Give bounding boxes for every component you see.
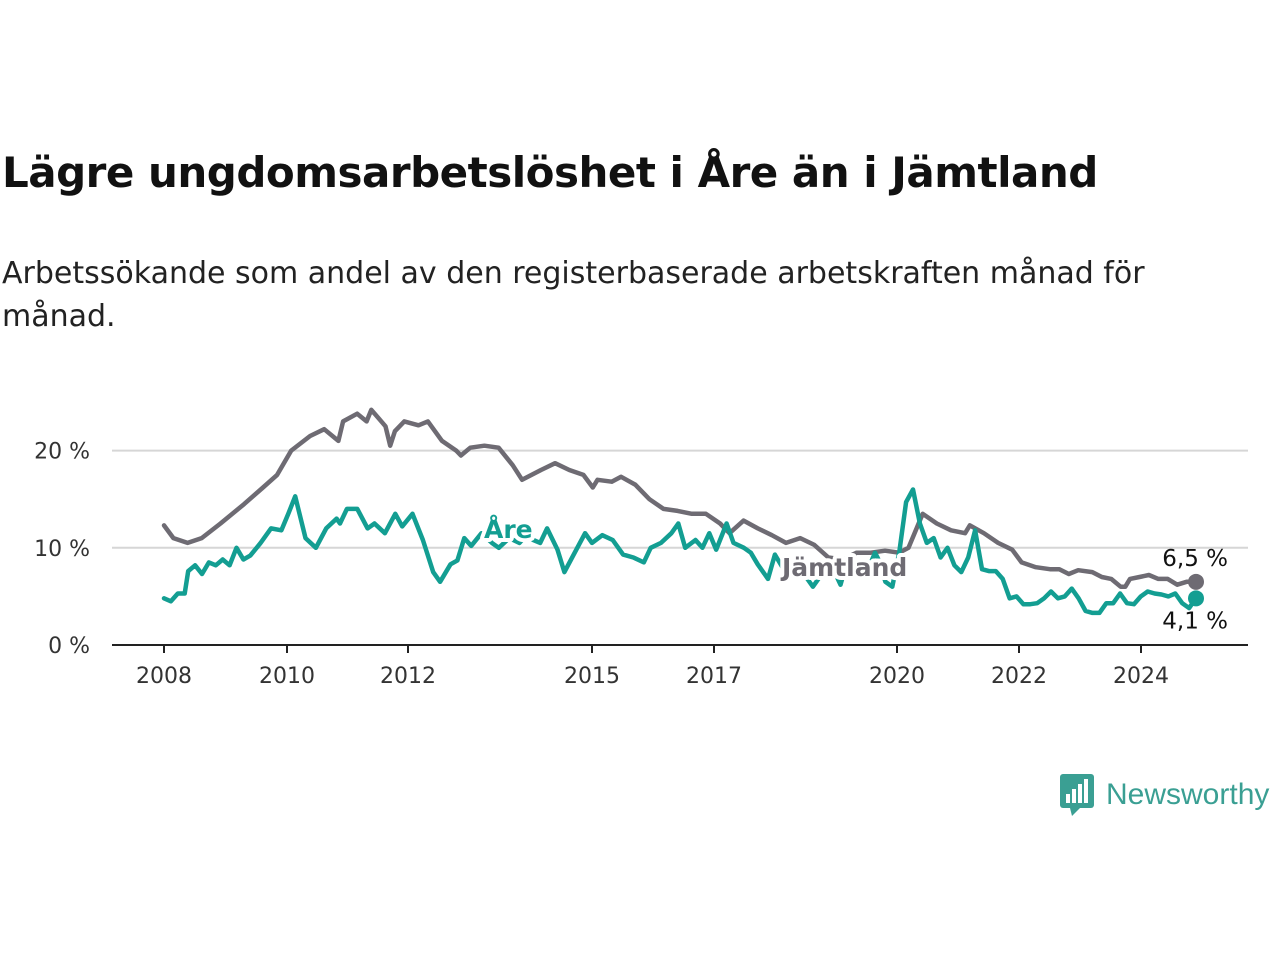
y-tick-label: 0 % bbox=[48, 634, 90, 659]
x-tick-label: 2017 bbox=[686, 664, 742, 689]
series-line-are bbox=[161, 487, 1199, 616]
x-tick-label: 2015 bbox=[564, 664, 620, 689]
newsworthy-logo: Newsworthy bbox=[1058, 772, 1269, 818]
series-end-label: 4,1 % bbox=[1162, 608, 1228, 634]
series-label-jamtland: Jämtland bbox=[780, 553, 907, 582]
series-end-dot bbox=[1188, 573, 1204, 590]
y-tick-label: 10 % bbox=[34, 537, 90, 562]
x-tick-label: 2010 bbox=[259, 664, 315, 689]
series-label-jamtland-halo: Jämtland bbox=[780, 553, 907, 582]
series-label-are-halo: Åre bbox=[484, 515, 533, 544]
bar-chart-icon bbox=[1060, 774, 1094, 816]
series-label-are: Åre bbox=[484, 515, 533, 544]
x-tick-label: 2020 bbox=[869, 664, 925, 689]
chart-subtitle: Arbetssökande som andel av den registerb… bbox=[2, 256, 1145, 334]
series-line-jamtland bbox=[161, 407, 1199, 589]
chart-title: Lägre ungdomsarbetslöshet i Åre än i Jäm… bbox=[2, 148, 1098, 197]
x-tick-label: 2024 bbox=[1113, 664, 1169, 689]
series-end-label: 6,5 % bbox=[1162, 546, 1228, 572]
x-tick-label: 2022 bbox=[991, 664, 1047, 689]
x-tick-label: 2012 bbox=[380, 664, 436, 689]
x-tick-label: 2008 bbox=[136, 664, 192, 689]
logo-text: Newsworthy bbox=[1106, 778, 1270, 811]
y-tick-label: 20 % bbox=[34, 440, 90, 465]
series-end-dot bbox=[1188, 590, 1204, 607]
